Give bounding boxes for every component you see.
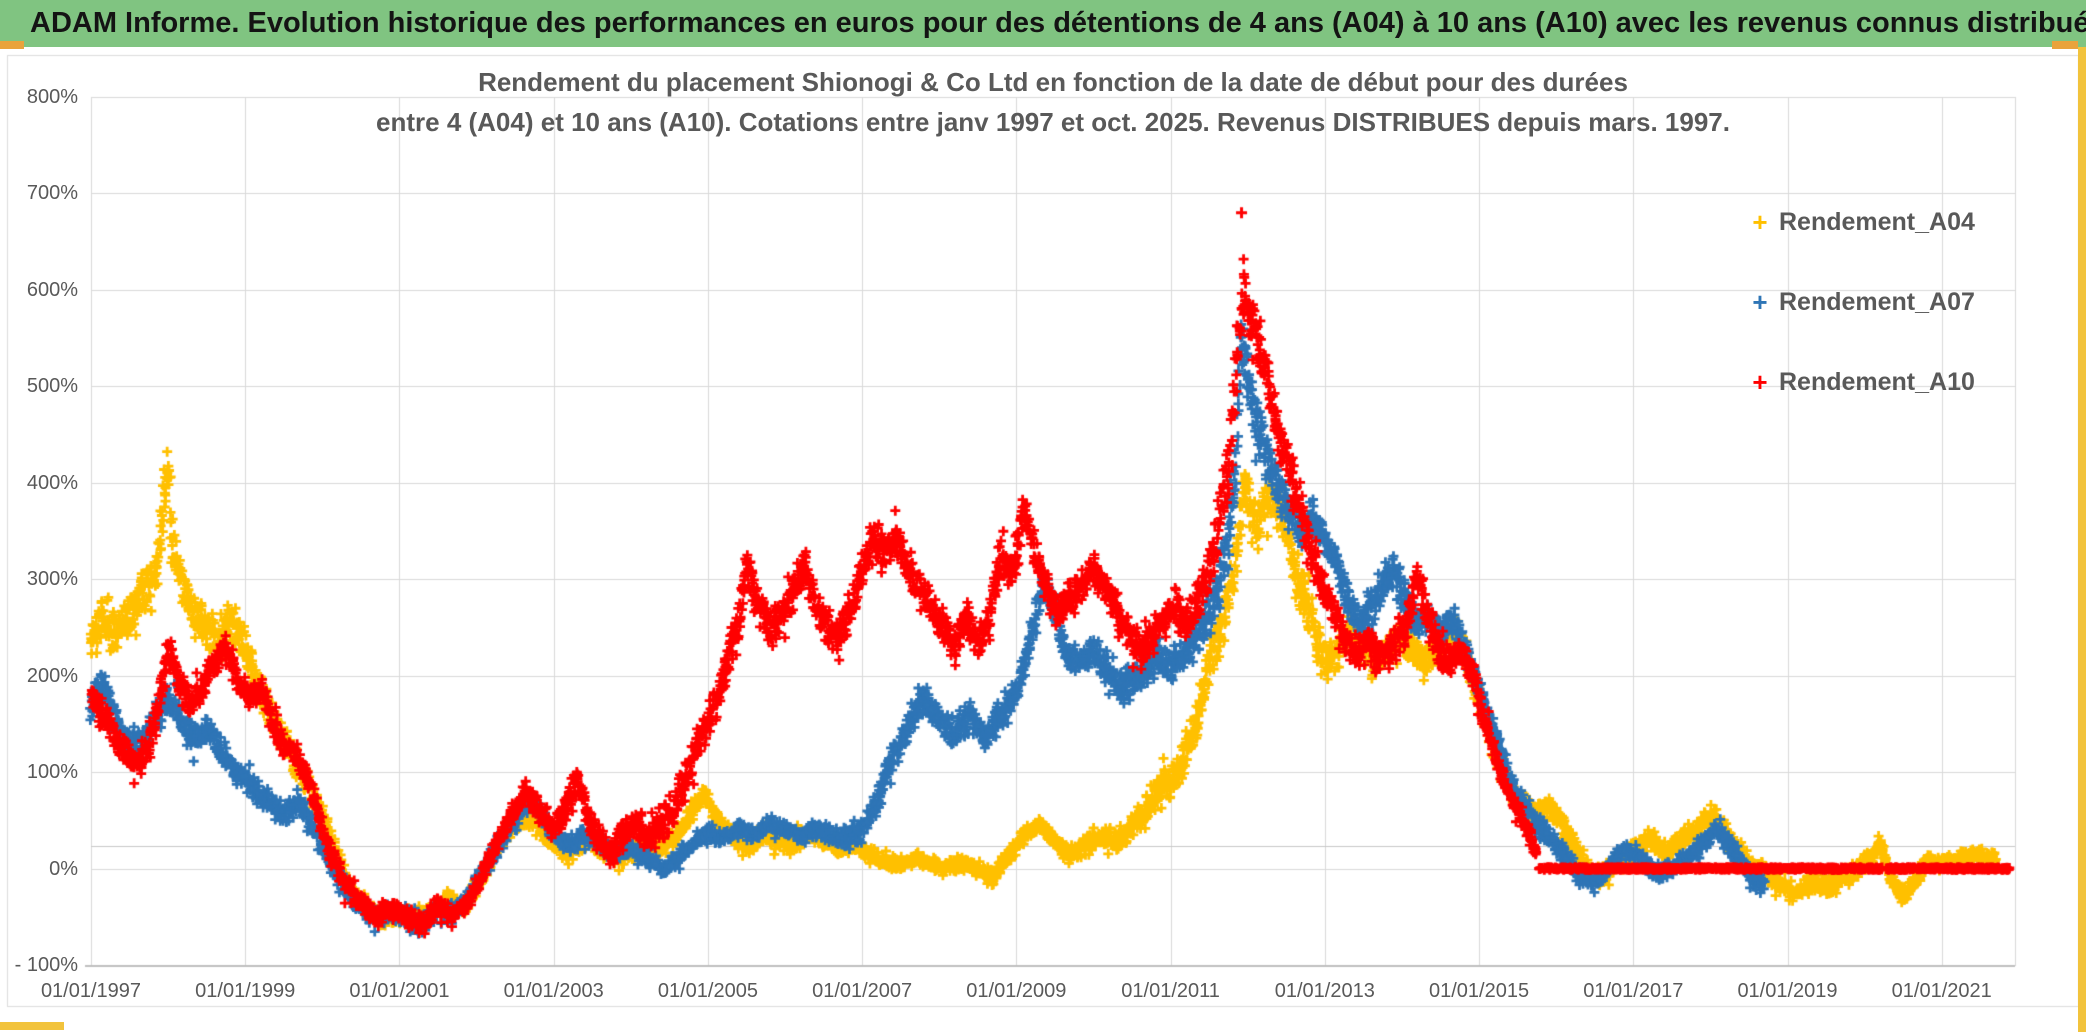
x-tick-label: 01/01/2005: [657, 980, 758, 1002]
y-tick-label: 200%: [26, 664, 78, 687]
x-tick-label: 01/01/2017: [1583, 980, 1684, 1002]
x-tick-label: 01/01/2021: [1891, 980, 1992, 1002]
legend-label: Rendement_A04: [1779, 207, 1975, 236]
legend-plus-marker-icon: +: [1752, 207, 1768, 237]
legend-item-rendement_a07[interactable]: + Rendement_A07: [1745, 284, 1975, 320]
y-tick-label: 800%: [26, 86, 78, 108]
x-tick-label: 01/01/1999: [195, 980, 296, 1002]
legend-label: Rendement_A07: [1779, 287, 1975, 316]
header-title: ADAM Informe. Evolution historique des p…: [30, 7, 2086, 39]
x-tick-label: 01/01/2015: [1428, 980, 1530, 1002]
y-tick-label: 700%: [26, 182, 78, 205]
x-tick-label: 01/01/2007: [812, 980, 913, 1002]
x-tick-label: 01/01/2009: [966, 980, 1067, 1002]
y-tick-label: 500%: [26, 375, 78, 398]
legend-plus-marker-icon: +: [1752, 287, 1768, 317]
legend-item-rendement_a10[interactable]: + Rendement_A10: [1745, 364, 1975, 400]
x-tick-label: 01/01/1997: [40, 980, 142, 1002]
header-banner: ADAM Informe. Evolution historique des p…: [0, 0, 2086, 47]
y-tick-label: 0%: [49, 857, 78, 880]
y-tick-label: 400%: [26, 471, 78, 494]
chart-title-line1: Rendement du placement Shionogi & Co Ltd…: [478, 67, 1628, 97]
x-tick-label: 01/01/2013: [1274, 980, 1375, 1002]
sheet-accent-strip: [2078, 42, 2086, 1032]
y-tick-label: - 100%: [14, 954, 78, 976]
x-tick-label: 01/01/2011: [1121, 980, 1220, 1002]
header-accent-left: [0, 41, 24, 49]
legend-item-rendement_a04[interactable]: + Rendement_A04: [1745, 204, 1975, 240]
chart-title-line2: entre 4 (A04) et 10 ans (A10). Cotations…: [376, 107, 1730, 137]
x-tick-label: 01/01/2019: [1737, 980, 1838, 1002]
x-tick-label: 01/01/2001: [349, 980, 450, 1002]
legend-plus-marker-icon: +: [1752, 367, 1768, 397]
y-tick-label: 100%: [26, 761, 78, 784]
header-accent-right: [2052, 41, 2078, 49]
y-tick-label: 600%: [26, 278, 78, 301]
sheet-accent-bottom: [0, 1022, 64, 1030]
chart-title[interactable]: Rendement du placement Shionogi & Co Ltd…: [91, 62, 2015, 142]
x-tick-label: 01/01/2003: [503, 980, 604, 1002]
legend-label: Rendement_A10: [1779, 367, 1975, 396]
y-tick-label: 300%: [26, 568, 78, 591]
